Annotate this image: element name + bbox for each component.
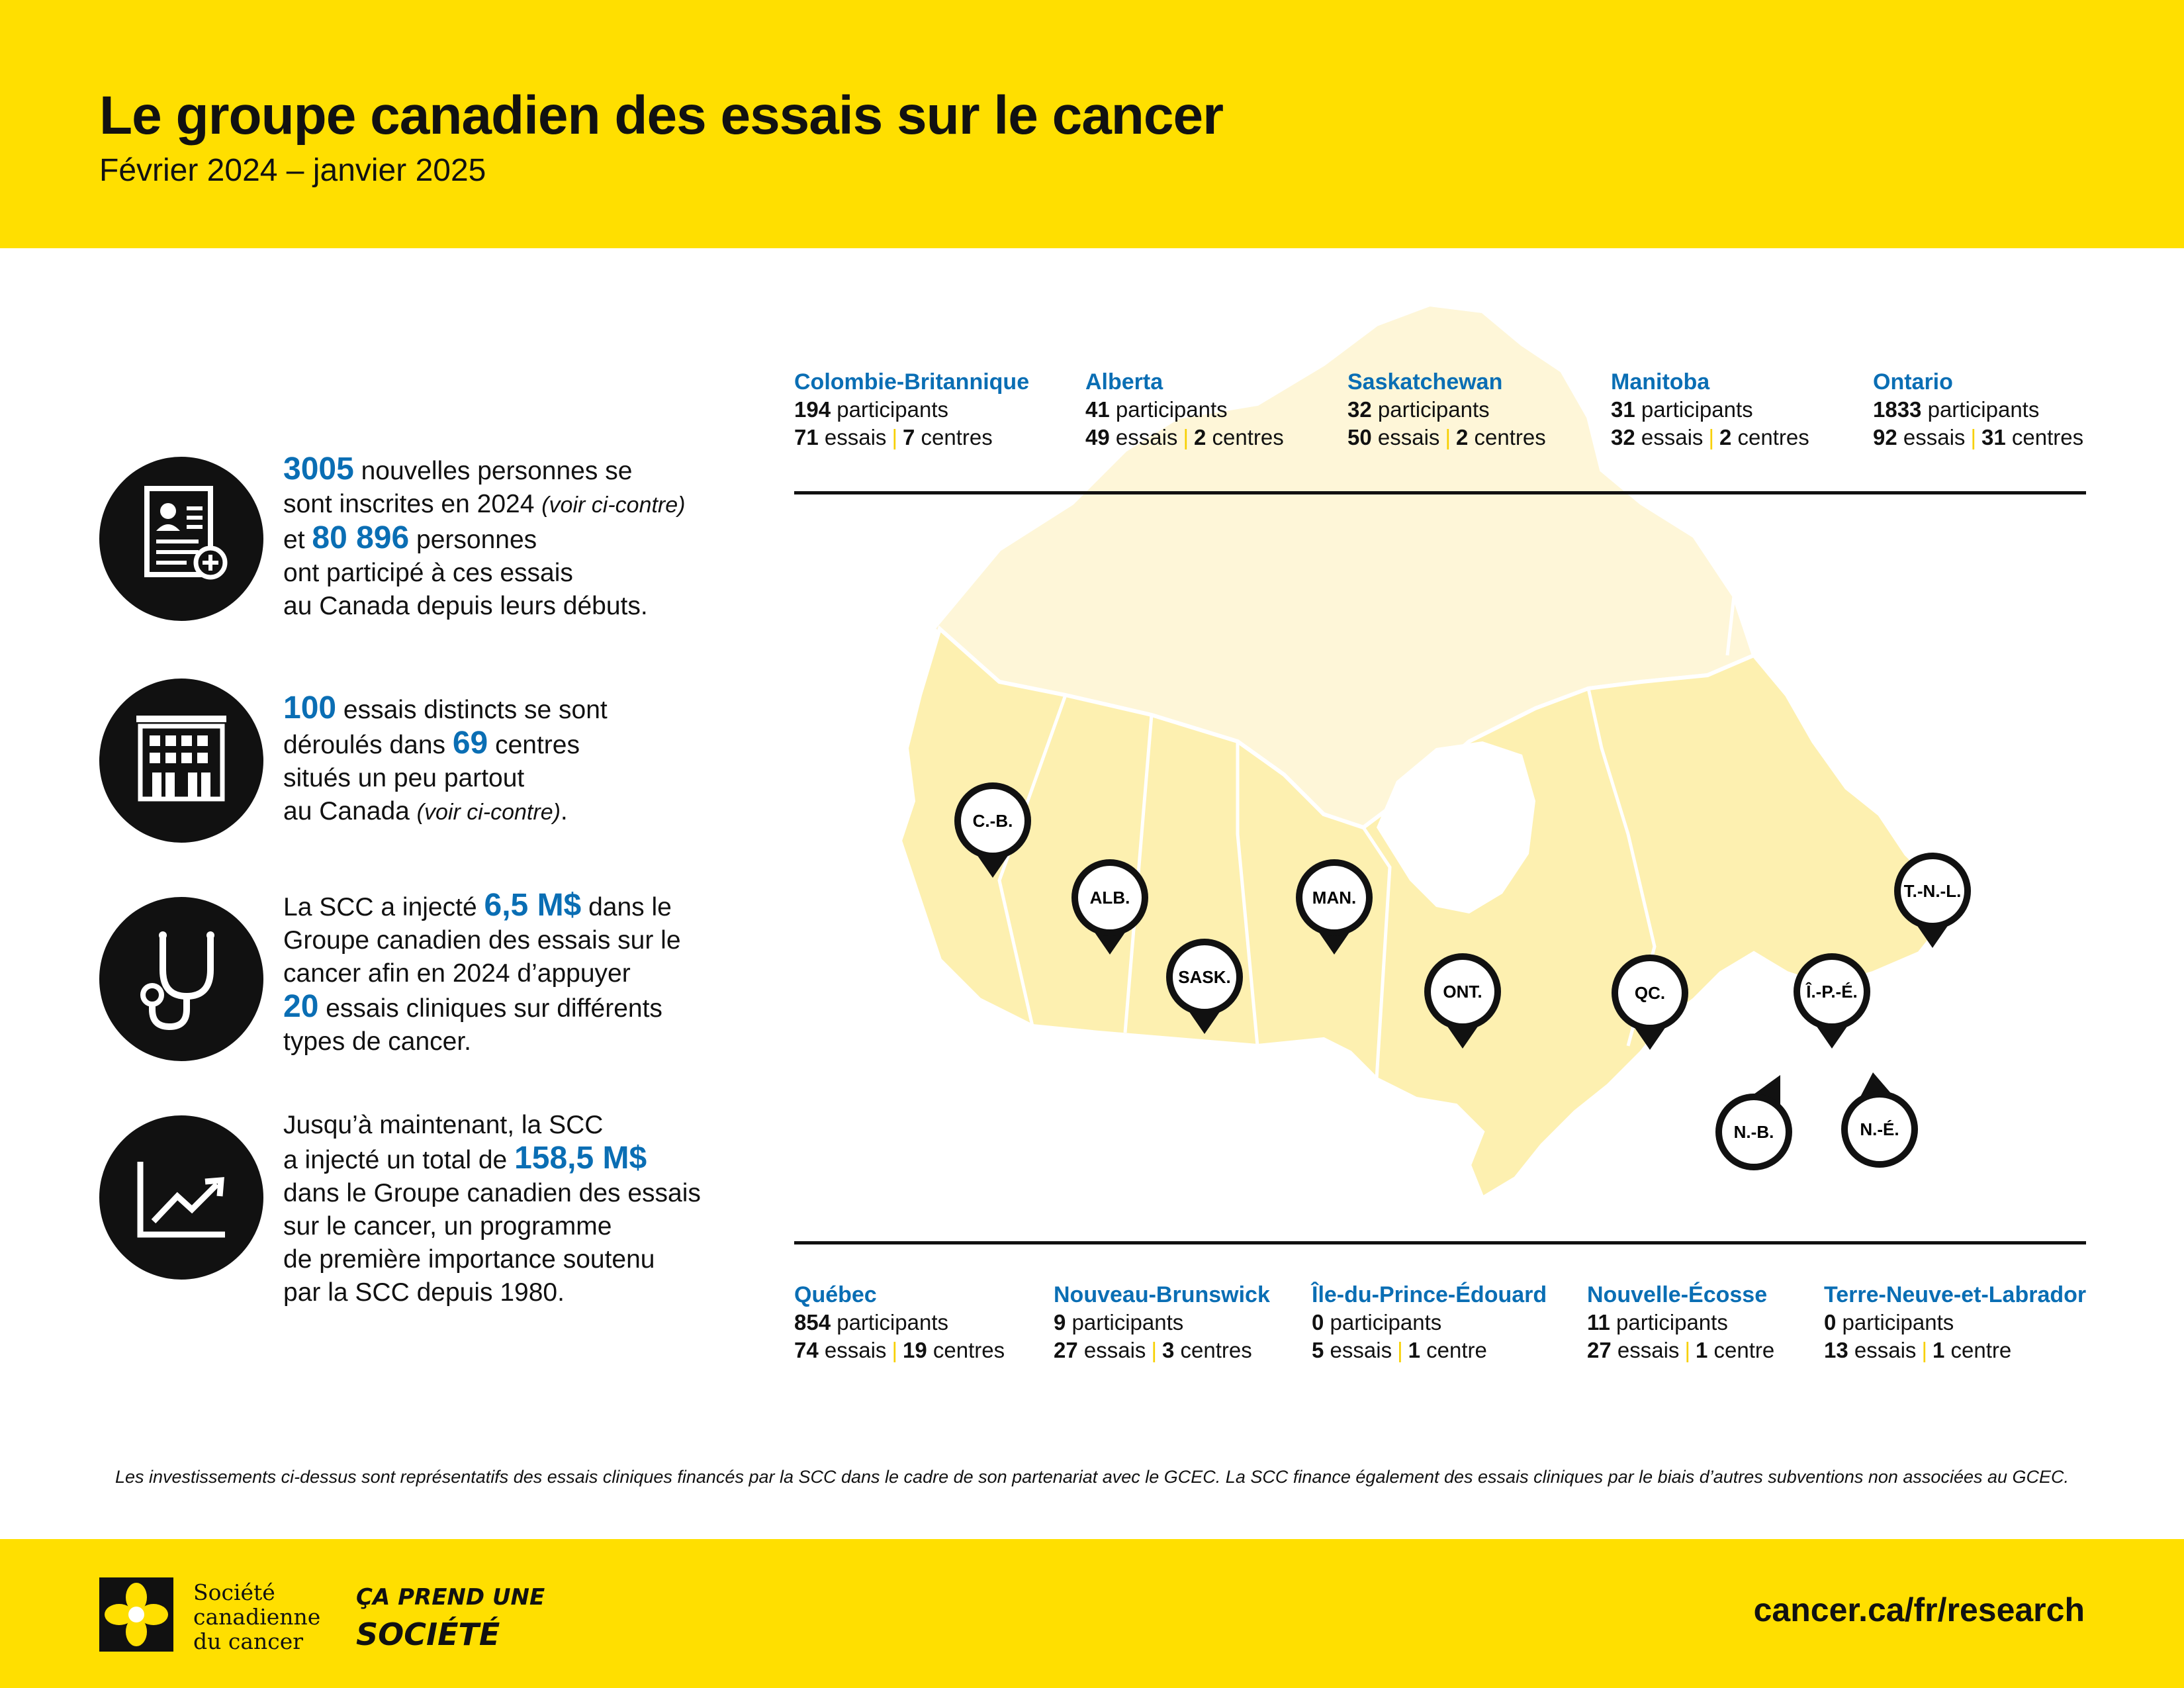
province-stats: Manitoba 31 participants 32 essais | 2 centr… xyxy=(1611,368,1889,451)
growth-chart-icon xyxy=(99,1115,263,1280)
stat-funding-total-text: Jusqu’à maintenant, la SCC a injecté un … xyxy=(283,1111,701,1307)
trials-centres-line: 13 essais | 1 centre xyxy=(1824,1338,2012,1362)
province-stats: Nouvelle-Écosse 11 participants 27 essais |… xyxy=(1587,1281,1865,1364)
map-hudson-bay xyxy=(1377,741,1535,914)
patient-record-icon xyxy=(99,457,263,621)
map-pin: Î.-P.-É. xyxy=(1794,953,1870,1049)
trials-centres-line: 74 essais | 19 centres xyxy=(794,1338,1005,1362)
map-pins: C.-B. ALB. SASK. MAN. ONT. QC. Î.-P.-É. T.-N.-L… xyxy=(954,782,1971,1170)
participants-line: 41 participants xyxy=(1085,397,1228,422)
footnote: Les investissements ci-dessus sont repré… xyxy=(114,1467,2070,1487)
province-name: Île-du-Prince-Édouard xyxy=(1312,1282,1547,1307)
province-name: Colombie-Britannique xyxy=(794,369,1030,395)
website-link[interactable]: cancer.ca/fr/research xyxy=(1753,1591,2085,1628)
daffodil-logo-icon xyxy=(99,1577,173,1652)
province-stats: Ontario 1833 participants 92 essais | 31 cen… xyxy=(1873,368,2151,451)
map-pin-label: ONT. xyxy=(1443,982,1482,1002)
province-stats: Saskatchewan 32 participants 50 essais | 2 c… xyxy=(1347,368,1625,451)
participants-line: 11 participants xyxy=(1587,1310,1728,1335)
participants-line: 32 participants xyxy=(1347,397,1490,422)
participants-line: 194 participants xyxy=(794,397,948,422)
participants-line: 854 participants xyxy=(794,1310,948,1335)
province-name: Québec xyxy=(794,1282,877,1307)
map-south-region xyxy=(897,625,1948,1201)
participants-line: 9 participants xyxy=(1054,1310,1184,1335)
page-subtitle: Février 2024 – janvier 2025 xyxy=(99,153,486,188)
map-pin-label: Î.-P.-É. xyxy=(1805,982,1858,1002)
stat-enrollment-text: 3005 nouvelles personnes se sont inscrit… xyxy=(283,451,686,621)
map-pin-label: N.-É. xyxy=(1860,1119,1899,1139)
province-name: Alberta xyxy=(1085,369,1163,395)
map-pin-label: C.-B. xyxy=(973,811,1013,831)
trials-centres-line: 27 essais | 3 centres xyxy=(1054,1338,1252,1362)
trials-centres-line: 5 essais | 1 centre xyxy=(1312,1338,1487,1362)
map-pin-label: ALB. xyxy=(1090,888,1130,908)
stat-value: 100 xyxy=(283,690,337,726)
stat-value: 158,5 M$ xyxy=(514,1141,647,1176)
stat-funding-2024-text: La SCC a injecté 6,5 M$ dans le Groupe c… xyxy=(283,888,681,1056)
stat-value: 6,5 M$ xyxy=(484,888,582,923)
trials-centres-line: 27 essais | 1 centre xyxy=(1587,1338,1775,1362)
province-stats: Colombie-Britannique 194 participants 71 e… xyxy=(794,368,1072,451)
participants-line: 0 participants xyxy=(1312,1310,1442,1335)
map-pin-label: QC. xyxy=(1635,983,1665,1003)
province-name: Nouveau-Brunswick xyxy=(1054,1282,1270,1307)
stat-value: 80 896 xyxy=(312,520,410,555)
participants-line: 0 participants xyxy=(1824,1310,1954,1335)
province-name: Manitoba xyxy=(1611,369,1710,395)
province-name: Nouvelle-Écosse xyxy=(1587,1282,1768,1307)
organization-name: Société canadienne du cancer xyxy=(193,1579,321,1654)
map-pin: N.-É. xyxy=(1841,1072,1918,1168)
province-stats: Terre-Neuve-et-Labrador 0 participants 13 … xyxy=(1824,1281,2102,1364)
map-pin: T.-N.-L. xyxy=(1894,853,1971,948)
trials-centres-line: 71 essais | 7 centres xyxy=(794,425,993,449)
footer-band: Société canadienne du cancer ÇA PREND UN… xyxy=(0,1539,2184,1688)
trials-centres-line: 32 essais | 2 centres xyxy=(1611,425,1809,449)
map-pin: ONT. xyxy=(1424,953,1501,1049)
map-pin: MAN. xyxy=(1296,859,1373,955)
map-pin-label: MAN. xyxy=(1312,888,1356,908)
participants-line: 31 participants xyxy=(1611,397,1753,422)
page-title: Le groupe canadien des essais sur le can… xyxy=(99,85,1224,146)
map-pin: SASK. xyxy=(1166,939,1243,1034)
canada-map: C.-B. ALB. SASK. MAN. ONT. QC. Î.-P.-É. T.-N.-L… xyxy=(897,302,1971,1201)
province-stats: Île-du-Prince-Édouard 0 participants 5 ess… xyxy=(1312,1281,1590,1364)
map-pin: QC. xyxy=(1612,955,1688,1050)
stat-trials-text: 100 essais distincts se sont déroulés da… xyxy=(283,690,608,826)
province-name: Terre-Neuve-et-Labrador xyxy=(1824,1282,2087,1307)
tagline: ÇA PREND UNE SOCIÉTÉ xyxy=(356,1584,545,1652)
map-pin-label: N.-B. xyxy=(1734,1122,1774,1142)
divider-top xyxy=(794,491,2086,494)
province-stats: Alberta 41 participants 49 essais | 2 centre… xyxy=(1085,368,1363,451)
building-icon xyxy=(99,679,263,843)
map-pin: N.-B. xyxy=(1715,1075,1792,1170)
trials-centres-line: 92 essais | 31 centres xyxy=(1873,425,2084,449)
map-pin: C.-B. xyxy=(954,782,1031,878)
stat-value: 3005 xyxy=(283,451,354,487)
divider-bottom xyxy=(794,1241,2086,1244)
stat-value: 20 xyxy=(283,989,319,1024)
province-stats: Nouveau-Brunswick 9 participants 27 essais… xyxy=(1054,1281,1332,1364)
map-pin-label: T.-N.-L. xyxy=(1904,881,1962,901)
trials-centres-line: 49 essais | 2 centres xyxy=(1085,425,1284,449)
trials-centres-line: 50 essais | 2 centres xyxy=(1347,425,1546,449)
header-band: Le groupe canadien des essais sur le can… xyxy=(0,0,2184,248)
stethoscope-icon xyxy=(99,897,263,1061)
province-name: Saskatchewan xyxy=(1347,369,1503,395)
province-stats: Québec 854 participants 74 essais | 19 centr… xyxy=(794,1281,1072,1364)
participants-line: 1833 participants xyxy=(1873,397,2040,422)
province-name: Ontario xyxy=(1873,369,1953,395)
stat-value: 69 xyxy=(452,726,488,761)
map-pin-label: SASK. xyxy=(1178,967,1230,987)
map-pin: ALB. xyxy=(1071,859,1148,955)
